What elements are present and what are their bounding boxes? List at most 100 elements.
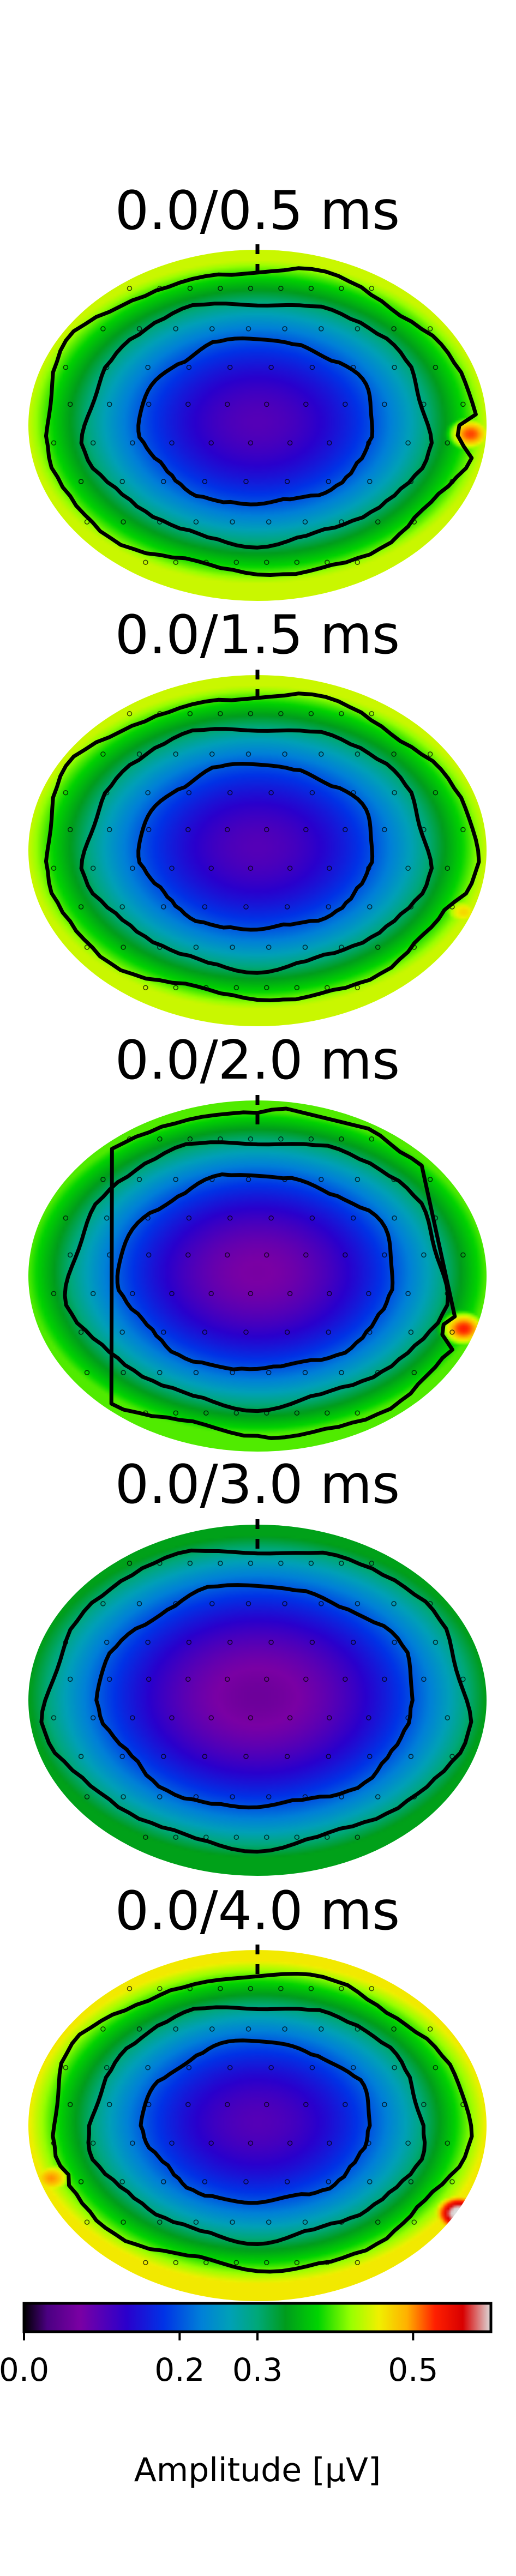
sensor-marker <box>355 2026 361 2032</box>
colorbar: 0.0 0.2 0.3 0.5 Amplitude [µV] <box>0 2302 493 2489</box>
sensor-marker <box>339 1561 344 1566</box>
sensor-marker <box>218 711 223 717</box>
topomap-panel: 0.0/1.5 ms <box>28 604 487 1026</box>
sensor-marker <box>233 559 239 565</box>
sensor-marker <box>343 1252 348 1258</box>
sensor-marker <box>302 1794 308 1799</box>
sensor-marker <box>161 1754 166 1759</box>
sensor-marker <box>203 1410 209 1416</box>
sensor-marker <box>392 364 397 370</box>
sensor-marker <box>382 827 387 833</box>
sensor-marker <box>119 1754 125 1759</box>
sensor-marker <box>169 865 175 871</box>
sensor-marker <box>266 2219 272 2225</box>
sensor-marker <box>208 865 214 871</box>
sensor-marker <box>284 1754 290 1759</box>
sensor-marker <box>186 1215 192 1221</box>
sensor-marker <box>264 1410 269 1416</box>
sensor-marker <box>121 1370 126 1375</box>
topomap-heatmap <box>28 250 487 601</box>
sensor-marker <box>391 1601 397 1606</box>
panel-title: 0.0/2.0 ms <box>115 1030 400 1092</box>
sensor-marker <box>309 1639 315 1645</box>
sensor-marker <box>248 1291 254 1296</box>
sensor-marker <box>185 401 191 407</box>
sensor-marker <box>186 2065 192 2071</box>
sensor-marker <box>173 985 179 990</box>
sensor-marker <box>350 1639 356 1645</box>
sensor-marker <box>84 519 90 525</box>
sensor-marker <box>350 364 356 370</box>
sensor-marker <box>308 1136 314 1142</box>
sensor-marker <box>63 2065 69 2071</box>
sensor-marker <box>127 1561 133 1566</box>
sensor-marker <box>100 751 106 757</box>
sensor-marker <box>302 519 308 525</box>
colorbar-tick-label: 0.5 <box>388 2351 438 2388</box>
sensor-marker <box>339 1794 344 1799</box>
contour-line <box>44 691 481 1002</box>
sensor-marker <box>146 1252 152 1258</box>
sensor-marker <box>169 440 175 446</box>
sensor-marker <box>243 1329 249 1335</box>
contour-line <box>39 1548 473 1854</box>
sensor-marker <box>355 751 361 757</box>
sensor-marker <box>309 2065 315 2071</box>
sensor-marker <box>51 1715 57 1720</box>
sensor-marker <box>326 1754 331 1759</box>
sensor-marker <box>145 1639 151 1645</box>
sensor-marker <box>264 2260 269 2265</box>
sensor-marker <box>218 1136 223 1142</box>
sensor-marker <box>369 286 375 291</box>
sensor-marker <box>325 1834 330 1840</box>
sensor-marker <box>355 1410 361 1416</box>
sensor-marker <box>84 1794 90 1799</box>
sensor-marker <box>355 2260 361 2265</box>
sensor-marker <box>367 479 373 484</box>
sensor-marker <box>303 2102 309 2108</box>
sensor-marker <box>282 326 287 332</box>
sensor-marker <box>104 790 110 796</box>
sensor-marker <box>100 1177 106 1182</box>
sensor-marker <box>186 790 192 796</box>
sensor-marker <box>433 364 439 370</box>
sensor-marker <box>130 1715 135 1720</box>
sensor-marker <box>248 865 254 871</box>
sensor-marker <box>157 944 163 950</box>
sensor-marker <box>319 1177 324 1182</box>
sensor-marker <box>90 865 96 871</box>
sensor-marker <box>433 1215 439 1221</box>
sensor-marker <box>445 1291 451 1296</box>
sensor-marker <box>185 827 191 833</box>
sensor-marker <box>460 1676 466 1682</box>
sensor-marker <box>186 364 192 370</box>
sensor-marker <box>193 1370 199 1375</box>
sensor-marker <box>294 985 300 990</box>
sensor-marker <box>67 1252 73 1258</box>
sensor-marker <box>187 1136 193 1142</box>
sensor-marker <box>294 1410 300 1416</box>
sensor-marker <box>375 519 381 525</box>
sensor-marker <box>186 1639 192 1645</box>
sensor-marker <box>319 1601 324 1606</box>
sensor-marker <box>84 1370 90 1375</box>
sensor-marker <box>100 326 106 332</box>
sensor-marker <box>127 711 133 717</box>
sensor-marker <box>146 401 152 407</box>
sensor-marker <box>78 2179 84 2184</box>
sensor-marker <box>308 1561 314 1566</box>
contour-line <box>51 1972 474 2274</box>
sensor-marker <box>225 827 230 833</box>
sensor-marker <box>325 1410 330 1416</box>
sensor-marker <box>366 440 371 446</box>
sensor-marker <box>392 790 397 796</box>
sensor-marker <box>268 2065 274 2071</box>
sensor-marker <box>173 559 179 565</box>
sensor-marker <box>350 790 356 796</box>
sensor-marker <box>227 790 233 796</box>
sensor-marker <box>248 1715 254 1720</box>
sensor-marker <box>157 1370 163 1375</box>
sensor-marker <box>225 1252 230 1258</box>
sensor-marker <box>218 286 223 291</box>
